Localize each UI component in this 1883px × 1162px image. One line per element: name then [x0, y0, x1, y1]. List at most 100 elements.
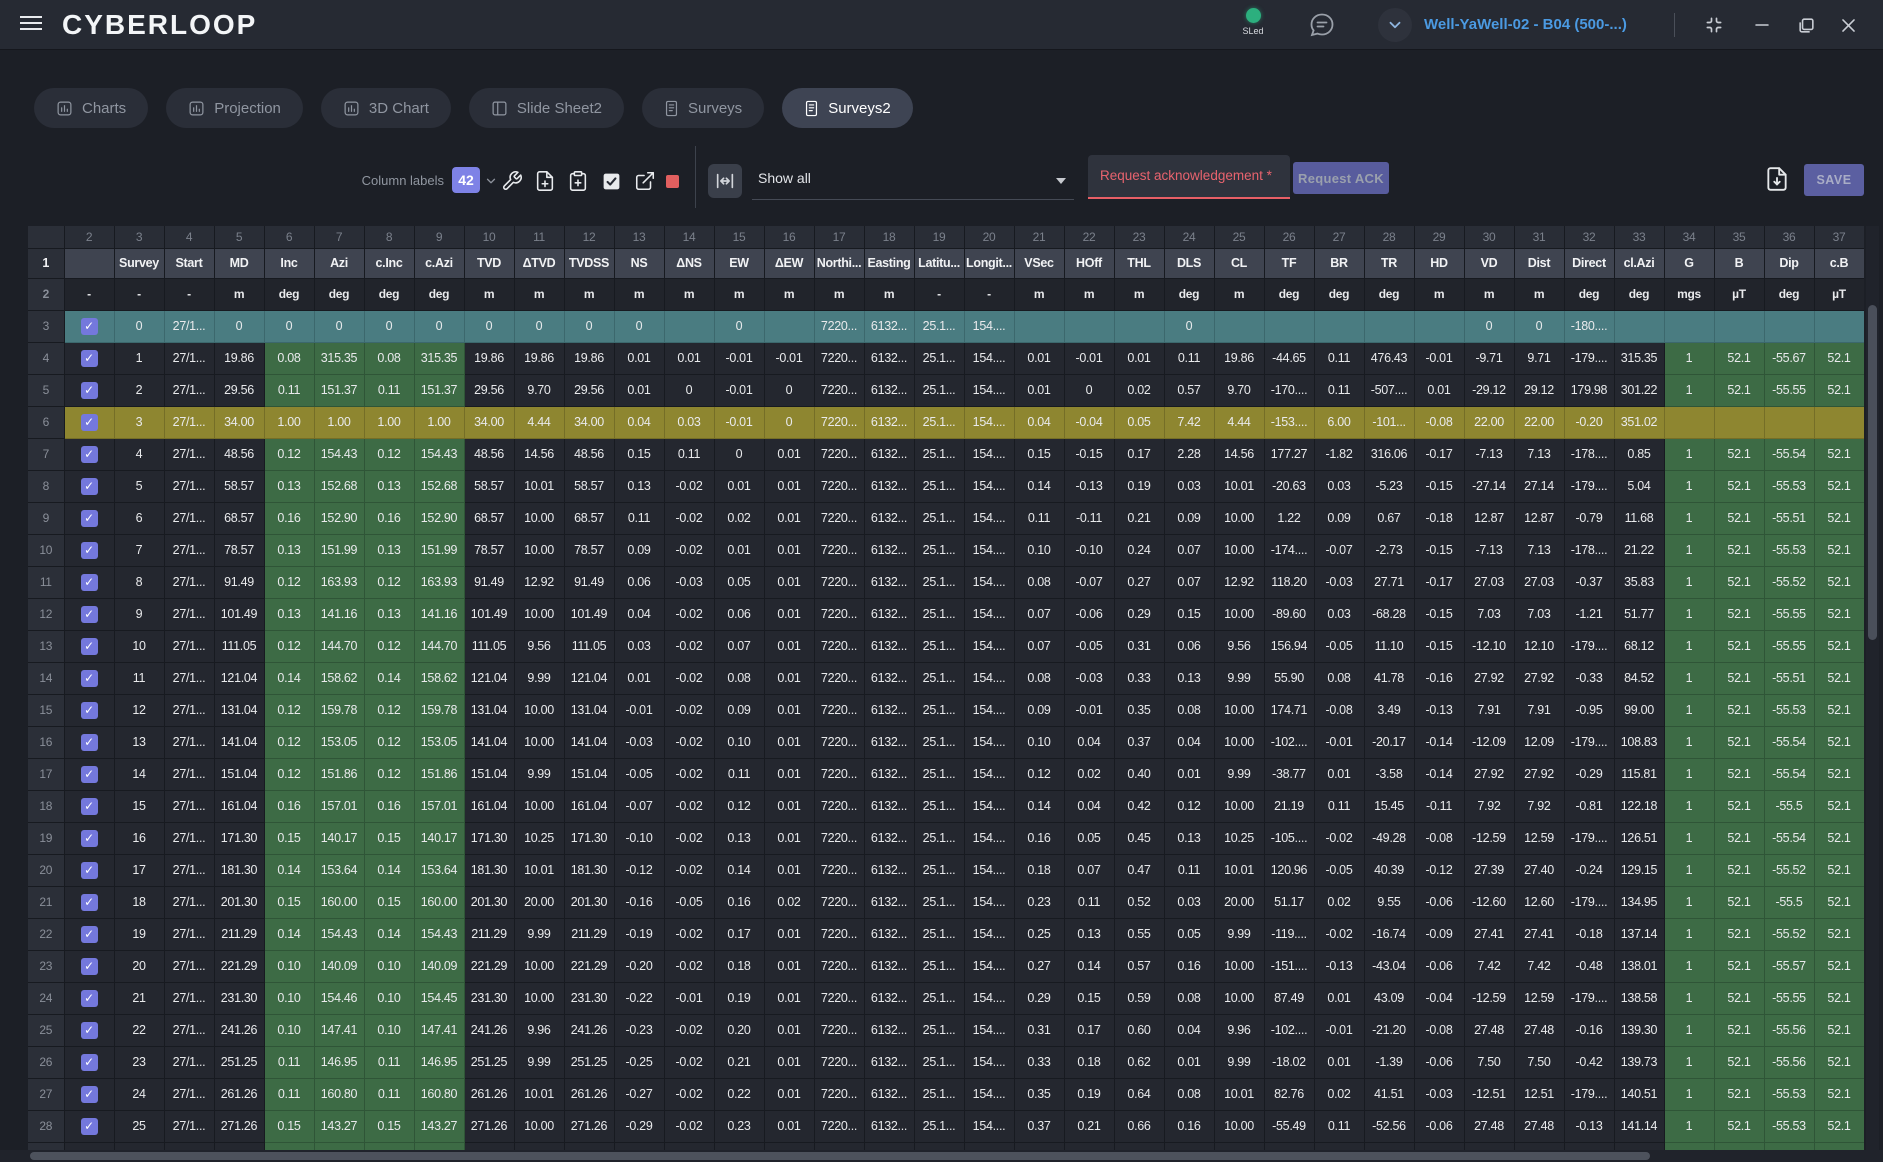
data-cell[interactable]: 25.1... — [914, 1078, 965, 1111]
data-cell[interactable]: -151.... — [1264, 950, 1315, 983]
data-cell[interactable]: 151.99 — [414, 534, 465, 567]
data-cell[interactable] — [1814, 406, 1864, 439]
data-cell[interactable]: 181.30 — [464, 854, 515, 887]
data-cell[interactable] — [1764, 406, 1815, 439]
data-cell[interactable]: -0.15 — [1414, 630, 1465, 663]
data-cell[interactable]: 0.14 — [1014, 470, 1065, 503]
data-cell[interactable]: 0.55 — [1114, 918, 1165, 951]
data-cell[interactable]: 0.09 — [1014, 694, 1065, 727]
data-cell[interactable]: 0.04 — [1164, 1014, 1215, 1047]
data-cell[interactable]: 25.1... — [914, 854, 965, 887]
data-cell[interactable]: 52.1 — [1814, 790, 1864, 823]
data-cell[interactable]: 10.00 — [514, 598, 565, 631]
save-button[interactable]: SAVE — [1804, 164, 1864, 196]
data-cell[interactable]: 6132... — [864, 950, 915, 983]
column-number[interactable]: 36 — [1764, 226, 1815, 249]
data-cell[interactable]: 10.01 — [514, 854, 565, 887]
data-cell[interactable]: 7220... — [814, 598, 865, 631]
data-cell[interactable] — [1664, 310, 1715, 343]
data-cell[interactable]: 154.... — [964, 1142, 1015, 1150]
data-cell[interactable]: 10.01 — [514, 470, 565, 503]
data-cell[interactable]: 12.87 — [1514, 502, 1565, 535]
data-cell[interactable]: -3.58 — [1364, 758, 1415, 791]
data-cell[interactable]: 9.99 — [1214, 662, 1265, 695]
column-number[interactable]: 5 — [214, 226, 265, 249]
data-cell[interactable]: -0.15 — [1414, 470, 1465, 503]
data-cell[interactable]: 10.00 — [1214, 502, 1265, 535]
data-cell[interactable]: 9.70 — [1214, 374, 1265, 407]
data-cell[interactable]: 161.04 — [464, 790, 515, 823]
data-cell[interactable] — [1714, 310, 1765, 343]
data-cell[interactable]: 140.09 — [314, 950, 365, 983]
data-cell[interactable]: -0.02 — [664, 1014, 715, 1047]
tab-surveys2[interactable]: Surveys2 — [782, 88, 913, 128]
data-cell[interactable]: 52.1 — [1714, 822, 1765, 855]
data-cell[interactable]: 154.... — [964, 438, 1015, 471]
data-cell[interactable]: -0.07 — [614, 790, 665, 823]
column-header[interactable]: Survey — [114, 248, 165, 279]
data-cell[interactable]: -0.10 — [614, 822, 665, 855]
data-cell[interactable]: 0.07 — [1164, 534, 1215, 567]
data-cell[interactable]: 91.49 — [464, 566, 515, 599]
data-cell[interactable]: -0.95 — [1564, 694, 1615, 727]
data-cell[interactable] — [1764, 310, 1815, 343]
data-cell[interactable]: 9.99 — [514, 758, 565, 791]
data-cell[interactable]: 12.51 — [1514, 1078, 1565, 1111]
data-cell[interactable]: -0.06 — [1414, 950, 1465, 983]
data-cell[interactable]: -38.77 — [1264, 758, 1315, 791]
data-cell[interactable]: 27/1... — [164, 662, 215, 695]
data-cell[interactable]: 0.15 — [364, 1110, 415, 1143]
data-cell[interactable]: 0.40 — [1114, 758, 1165, 791]
data-cell[interactable]: 0.01 — [614, 342, 665, 375]
column-header[interactable]: TVD — [464, 248, 515, 279]
data-cell[interactable]: -0.48 — [1564, 950, 1615, 983]
data-cell[interactable]: 140.17 — [414, 822, 465, 855]
data-cell[interactable]: 0.03 — [1164, 470, 1215, 503]
data-cell[interactable]: 0.03 — [1314, 598, 1365, 631]
tab-surveys[interactable]: Surveys — [642, 88, 765, 128]
data-cell[interactable]: -180.... — [1564, 310, 1615, 343]
data-cell[interactable]: -12.59 — [1464, 982, 1515, 1015]
data-cell[interactable]: 146.95 — [314, 1046, 365, 1079]
data-cell[interactable]: 0.20 — [714, 1014, 765, 1047]
clipboard-add-icon[interactable] — [566, 169, 590, 193]
data-cell[interactable]: 0.08 — [364, 342, 415, 375]
data-cell[interactable]: -174.... — [1264, 534, 1315, 567]
column-number[interactable]: 11 — [514, 226, 565, 249]
data-cell[interactable]: 154.... — [964, 950, 1015, 983]
data-cell[interactable]: -179.... — [1564, 726, 1615, 759]
data-cell[interactable]: 6132... — [864, 438, 915, 471]
data-cell[interactable]: 52.1 — [1714, 790, 1765, 823]
data-cell[interactable]: 52.1 — [1814, 1046, 1864, 1079]
data-cell[interactable]: 121.04 — [214, 662, 265, 695]
tab-charts[interactable]: Charts — [34, 88, 149, 128]
data-cell[interactable]: 0.17 — [1064, 1014, 1115, 1047]
column-number[interactable]: 28 — [1364, 226, 1415, 249]
data-cell[interactable]: 0.02 — [1114, 374, 1165, 407]
table-row[interactable]: 5 ✓ 2 27/1... 29.56 0.11 151.37 0.11 151.37 29.56… — [28, 374, 1864, 407]
data-cell[interactable]: -0.03 — [614, 726, 665, 759]
data-cell[interactable]: -55.53 — [1764, 694, 1815, 727]
data-cell[interactable]: 0.10 — [364, 950, 415, 983]
table-row[interactable]: 25 ✓ 22 27/1... 241.26 0.10 147.41 0.10 147.41 24… — [28, 1014, 1864, 1047]
column-number[interactable]: 19 — [914, 226, 965, 249]
minimize-icon[interactable] — [1748, 11, 1776, 39]
data-cell[interactable] — [1264, 310, 1315, 343]
data-cell[interactable]: 144.70 — [414, 630, 465, 663]
data-cell[interactable]: 52.1 — [1814, 1110, 1864, 1143]
data-cell[interactable]: -0.15 — [1064, 438, 1115, 471]
data-cell[interactable]: -0.01 — [1314, 726, 1365, 759]
data-cell[interactable]: 6132... — [864, 374, 915, 407]
data-cell[interactable]: 0.15 — [1164, 598, 1215, 631]
data-cell[interactable]: 0.01 — [764, 1110, 815, 1143]
data-cell[interactable]: 141.04 — [214, 726, 265, 759]
row-checkbox[interactable]: ✓ — [80, 765, 98, 783]
column-number[interactable]: 35 — [1714, 226, 1765, 249]
well-selector[interactable]: Well-YaWell-02 - B04 (500-...) — [1424, 16, 1627, 33]
data-cell[interactable]: 1 — [1664, 342, 1715, 375]
data-cell[interactable]: 52.1 — [1714, 534, 1765, 567]
data-cell[interactable]: 0.05 — [1114, 406, 1165, 439]
show-all-select[interactable]: Show all — [752, 160, 1074, 200]
data-cell[interactable]: 151.37 — [314, 374, 365, 407]
data-cell[interactable]: 231.30 — [464, 982, 515, 1015]
